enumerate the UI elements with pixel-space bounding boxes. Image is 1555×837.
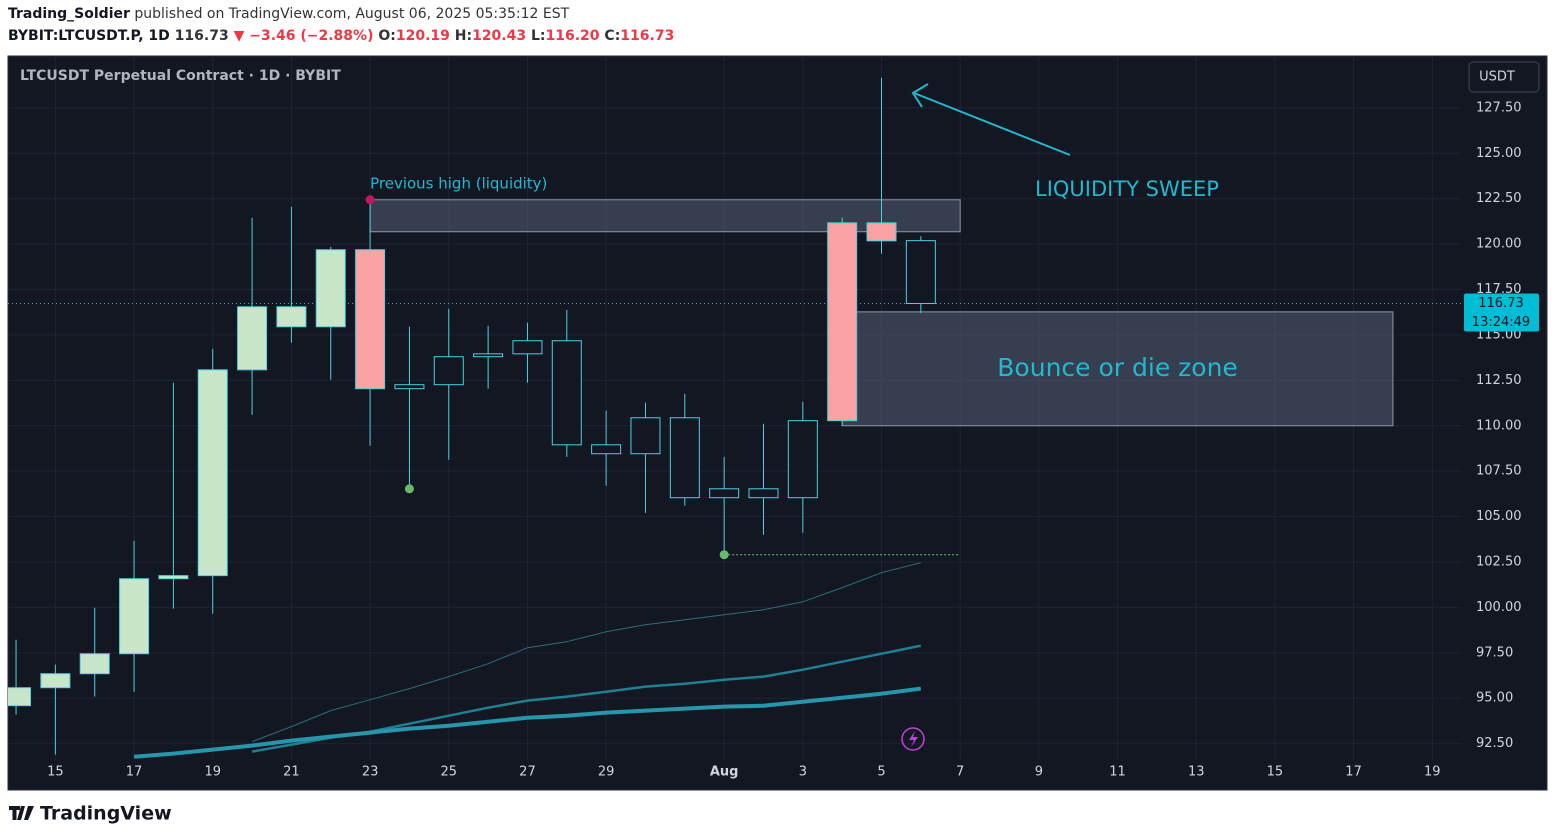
arrow bbox=[911, 83, 1071, 156]
publisher: Trading_Soldier bbox=[8, 6, 130, 22]
price-label-box bbox=[1464, 293, 1539, 332]
candle-body bbox=[748, 488, 779, 499]
marker bbox=[404, 484, 414, 494]
candle-body bbox=[394, 384, 425, 390]
candle-body bbox=[905, 240, 936, 305]
x-tick-label: 25 bbox=[441, 765, 458, 780]
candle-body bbox=[591, 444, 622, 455]
candle-body bbox=[355, 249, 386, 390]
y-tick-label: 92.50 bbox=[1476, 736, 1513, 751]
y-tick-label: 105.00 bbox=[1476, 509, 1522, 524]
x-tick-label: 11 bbox=[1109, 765, 1126, 780]
y-tick-label: 127.50 bbox=[1476, 100, 1522, 115]
candle-body bbox=[433, 356, 464, 386]
ohlc-value: 120.43 bbox=[472, 28, 527, 44]
moving-average bbox=[251, 562, 921, 743]
x-tick-label: 9 bbox=[1035, 765, 1043, 780]
x-tick-label: 15 bbox=[1267, 765, 1284, 780]
zone bbox=[841, 311, 1394, 427]
x-tick-label: 19 bbox=[204, 765, 221, 780]
x-tick-label: 17 bbox=[1345, 765, 1362, 780]
marker bbox=[365, 195, 375, 205]
y-tick-label: 117.50 bbox=[1476, 282, 1522, 297]
y-tick-label: 95.00 bbox=[1476, 691, 1513, 706]
candle-body bbox=[866, 222, 897, 242]
candle-body bbox=[158, 575, 189, 580]
zone bbox=[369, 199, 961, 233]
candle-body bbox=[827, 222, 858, 422]
x-tick-label: 23 bbox=[362, 765, 379, 780]
candle-body bbox=[709, 488, 740, 499]
ohlc-value: 120.19 bbox=[395, 28, 450, 44]
price-label: 116.73 bbox=[1478, 296, 1524, 311]
last: 116.73 bbox=[174, 28, 229, 44]
footer-logo bbox=[9, 806, 34, 820]
y-tick-label: 100.00 bbox=[1476, 600, 1522, 615]
y-tick-label: 107.50 bbox=[1476, 464, 1522, 479]
x-tick-label: 21 bbox=[283, 765, 300, 780]
y-tick-label: 112.50 bbox=[1476, 373, 1522, 388]
x-tick-label: 5 bbox=[877, 765, 885, 780]
ohlc-label: L: bbox=[530, 28, 546, 44]
currency-button[interactable] bbox=[1468, 61, 1540, 93]
candle-body bbox=[512, 340, 543, 355]
y-tick-label: 97.50 bbox=[1476, 645, 1513, 660]
candle-body bbox=[79, 653, 110, 675]
candle-body bbox=[237, 306, 268, 371]
zone-label: Previous high (liquidity) bbox=[370, 174, 547, 192]
y-tick-label: 102.50 bbox=[1476, 554, 1522, 569]
x-tick-label: 29 bbox=[598, 765, 615, 780]
marker bbox=[719, 550, 729, 560]
candle-body bbox=[473, 353, 504, 358]
symbol: BYBIT:LTCUSDT.P, 1D bbox=[8, 28, 170, 44]
header-line: Trading_Soldier published on TradingView… bbox=[8, 6, 569, 22]
icon bbox=[901, 727, 925, 751]
change: ▼ −3.46 (−2.88%) bbox=[233, 28, 374, 44]
candle-body bbox=[630, 417, 661, 455]
ohlc-label: C: bbox=[604, 28, 621, 44]
candle-body bbox=[197, 369, 228, 577]
candle-body bbox=[669, 417, 700, 499]
chart-frame bbox=[7, 55, 1548, 791]
x-tick-label: 17 bbox=[126, 765, 143, 780]
candle-body bbox=[8, 687, 32, 707]
brand: TradingView bbox=[40, 803, 172, 825]
x-tick-label: 3 bbox=[799, 765, 807, 780]
chart-title: LTCUSDT Perpetual Contract · 1D · BYBIT bbox=[20, 68, 341, 84]
candle-body bbox=[276, 306, 307, 328]
y-tick-label: 120.00 bbox=[1476, 237, 1522, 252]
x-tick-label: 13 bbox=[1188, 765, 1205, 780]
published: published on TradingView.com, August 06,… bbox=[134, 6, 570, 22]
ohlc-label: O: bbox=[378, 28, 396, 44]
candle-body bbox=[551, 340, 582, 446]
ohlc-label: H: bbox=[454, 28, 473, 44]
candle-body bbox=[787, 420, 818, 499]
x-tick-label: 27 bbox=[519, 765, 536, 780]
ohlc-value: 116.20 bbox=[545, 28, 600, 44]
moving-average bbox=[133, 686, 922, 759]
annotation: LIQUIDITY SWEEP bbox=[1035, 177, 1219, 201]
x-tick-label: Aug bbox=[710, 765, 739, 780]
y-tick-label: 125.00 bbox=[1476, 146, 1522, 161]
candle-body bbox=[40, 673, 71, 689]
candle-body bbox=[315, 249, 346, 328]
currency[interactable]: USDT bbox=[1479, 70, 1515, 85]
y-tick-label: 122.50 bbox=[1476, 191, 1522, 206]
x-tick-label: 19 bbox=[1424, 765, 1441, 780]
y-tick-label: 110.00 bbox=[1476, 418, 1522, 433]
countdown: 13:24:49 bbox=[1472, 315, 1530, 330]
candle-body bbox=[119, 578, 150, 655]
x-tick-label: 15 bbox=[47, 765, 64, 780]
symbol-line: BYBIT:LTCUSDT.P, 1D 116.73 ▼ −3.46 (−2.8… bbox=[8, 28, 674, 44]
zone-label: Bounce or die zone bbox=[997, 353, 1238, 382]
x-tick-label: 7 bbox=[956, 765, 964, 780]
ohlc-value: 116.73 bbox=[620, 28, 675, 44]
